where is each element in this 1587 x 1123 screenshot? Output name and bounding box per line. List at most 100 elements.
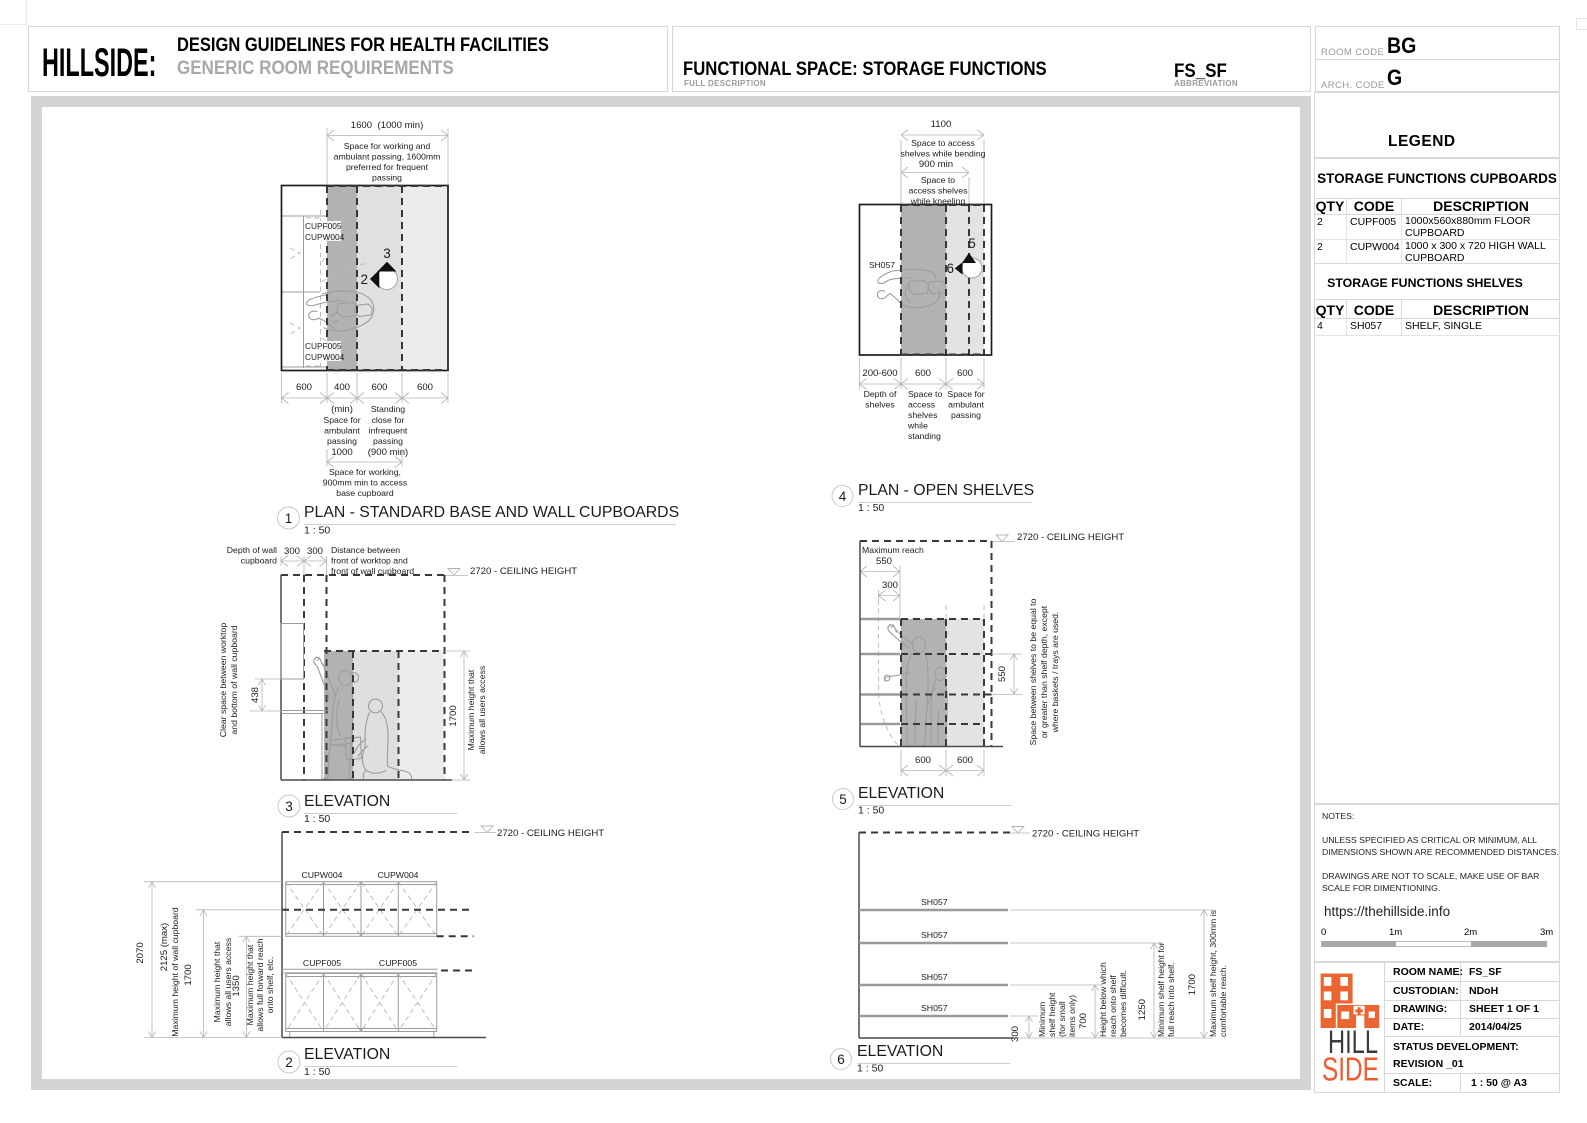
- svg-text:1000: 1000: [331, 447, 352, 458]
- svg-text:while kneeling: while kneeling: [910, 196, 966, 206]
- svg-text:or greater than shelf depth, e: or greater than shelf depth, except: [1039, 605, 1049, 738]
- svg-text:2720 - CEILING HEIGHT: 2720 - CEILING HEIGHT: [497, 828, 604, 839]
- svg-text:1700: 1700: [448, 705, 459, 726]
- svg-text:1700: 1700: [183, 964, 194, 985]
- svg-text:Space for working,: Space for working,: [329, 467, 401, 477]
- svg-text:Space to: Space to: [908, 389, 942, 399]
- svg-text:300: 300: [284, 546, 300, 557]
- svg-text:2: 2: [360, 272, 368, 287]
- svg-text:CUPF005: CUPF005: [305, 221, 342, 231]
- svg-text:SH057: SH057: [869, 260, 895, 270]
- svg-text:400: 400: [334, 382, 350, 393]
- svg-text:preferred for frequent: preferred for frequent: [346, 162, 429, 172]
- svg-text:300: 300: [307, 546, 323, 557]
- svg-text:Clear space between worktop: Clear space between worktop: [218, 623, 228, 738]
- svg-text:5: 5: [968, 236, 976, 251]
- svg-text:Space to access: Space to access: [911, 138, 975, 148]
- svg-text:600: 600: [957, 755, 973, 766]
- svg-text:ambulant: ambulant: [948, 400, 984, 410]
- svg-text:ambulant: ambulant: [324, 426, 360, 436]
- svg-text:allows all users access: allows all users access: [477, 665, 487, 754]
- svg-text:where baskets / trays are used: where baskets / trays are used.: [1050, 612, 1060, 734]
- svg-text:3: 3: [285, 799, 293, 814]
- svg-text:Maximum height of wall cupboar: Maximum height of wall cupboard: [170, 907, 180, 1037]
- svg-text:Space for: Space for: [947, 389, 984, 399]
- svg-text:passing: passing: [327, 436, 357, 446]
- svg-text:Space to: Space to: [921, 175, 955, 185]
- svg-text:cupboard: cupboard: [241, 556, 277, 566]
- svg-text:600: 600: [296, 382, 312, 393]
- svg-text:300: 300: [882, 580, 898, 591]
- svg-text:2720 - CEILING HEIGHT: 2720 - CEILING HEIGHT: [470, 566, 577, 577]
- svg-text:1 : 50: 1 : 50: [304, 525, 330, 537]
- svg-text:4: 4: [839, 489, 847, 504]
- svg-text:6: 6: [946, 261, 954, 276]
- svg-text:shelves while bending: shelves while bending: [900, 149, 985, 159]
- svg-text:allows full forward reach: allows full forward reach: [255, 938, 265, 1031]
- svg-text:Minimum: Minimum: [1037, 1002, 1047, 1037]
- svg-text:6: 6: [837, 1052, 845, 1067]
- svg-text:5: 5: [839, 792, 847, 807]
- svg-text:1600 (1000 min): 1600 (1000 min): [351, 120, 424, 131]
- svg-text:1 : 50: 1 : 50: [858, 805, 884, 817]
- svg-text:CUPW004: CUPW004: [377, 870, 418, 880]
- svg-text:600: 600: [915, 755, 931, 766]
- svg-text:HILL: HILL: [1328, 1025, 1378, 1060]
- svg-text:PLAN - OPEN SHELVES: PLAN - OPEN SHELVES: [858, 482, 1034, 499]
- svg-text:(min): (min): [331, 404, 353, 415]
- svg-text:ELEVATION: ELEVATION: [304, 793, 390, 810]
- svg-text:becomes difficult.: becomes difficult.: [1118, 970, 1128, 1037]
- svg-text:CUPF005: CUPF005: [379, 958, 417, 968]
- svg-text:1250: 1250: [1137, 999, 1148, 1020]
- svg-text:Maximum height that: Maximum height that: [212, 941, 222, 1022]
- svg-text:CUPW004: CUPW004: [305, 352, 345, 362]
- svg-text:1350: 1350: [231, 975, 242, 996]
- svg-text:200-600: 200-600: [862, 368, 897, 379]
- svg-text:ELEVATION: ELEVATION: [304, 1046, 390, 1063]
- svg-text:1 : 50: 1 : 50: [858, 502, 884, 514]
- svg-text:infrequent: infrequent: [369, 426, 408, 436]
- svg-text:Depth of wall: Depth of wall: [227, 545, 277, 555]
- svg-text:700: 700: [1078, 1013, 1089, 1029]
- svg-text:access shelves: access shelves: [909, 186, 969, 196]
- svg-text:1700: 1700: [1187, 974, 1198, 995]
- svg-text:3: 3: [383, 246, 391, 261]
- svg-text:ELEVATION: ELEVATION: [857, 1043, 943, 1060]
- svg-text:front of wall cupboard: front of wall cupboard: [331, 566, 414, 576]
- svg-text:2720 - CEILING HEIGHT: 2720 - CEILING HEIGHT: [1032, 829, 1139, 840]
- svg-text:(for small: (for small: [1057, 1001, 1067, 1037]
- svg-text:Minimum shelf height for: Minimum shelf height for: [1156, 942, 1166, 1037]
- svg-text:front of worktop and: front of worktop and: [331, 556, 408, 566]
- svg-text:Maximum shelf height, 300mm is: Maximum shelf height, 300mm is: [1208, 909, 1218, 1037]
- svg-text:1 : 50: 1 : 50: [304, 813, 330, 825]
- svg-text:passing: passing: [372, 173, 402, 183]
- svg-text:550: 550: [997, 666, 1008, 682]
- svg-text:CUPF005: CUPF005: [305, 341, 342, 351]
- svg-text:passing: passing: [373, 436, 403, 446]
- svg-text:550: 550: [876, 556, 892, 567]
- svg-text:close for: close for: [372, 415, 405, 425]
- svg-text:access: access: [908, 400, 936, 410]
- svg-text:PLAN - STANDARD BASE AND WALL: PLAN - STANDARD BASE AND WALL CUPBOARDS: [304, 504, 679, 521]
- svg-text:Depth of: Depth of: [864, 389, 897, 399]
- svg-text:2070: 2070: [135, 942, 146, 963]
- svg-text:1: 1: [285, 511, 293, 526]
- svg-text:600: 600: [915, 368, 931, 379]
- svg-text:900 min: 900 min: [919, 159, 953, 170]
- svg-text:600: 600: [957, 368, 973, 379]
- svg-text:Space for: Space for: [323, 415, 360, 425]
- svg-text:base cupboard: base cupboard: [336, 488, 394, 498]
- svg-text:Maximum height that: Maximum height that: [245, 944, 255, 1025]
- svg-text:1100: 1100: [931, 119, 952, 130]
- svg-text:SH057: SH057: [921, 972, 948, 982]
- svg-text:SIDE: SIDE: [1322, 1052, 1379, 1088]
- svg-text:passing: passing: [951, 410, 981, 420]
- svg-text:Standing: Standing: [371, 404, 405, 414]
- svg-text:shelves: shelves: [908, 410, 938, 420]
- svg-text:CUPW004: CUPW004: [301, 870, 342, 880]
- svg-text:600: 600: [371, 382, 387, 393]
- svg-text:Maximum reach: Maximum reach: [862, 545, 924, 555]
- svg-text:items only): items only): [1067, 995, 1077, 1037]
- svg-text:Height below which: Height below which: [1098, 962, 1108, 1037]
- svg-text:Space between shelves to be eq: Space between shelves to be equal to: [1028, 598, 1038, 745]
